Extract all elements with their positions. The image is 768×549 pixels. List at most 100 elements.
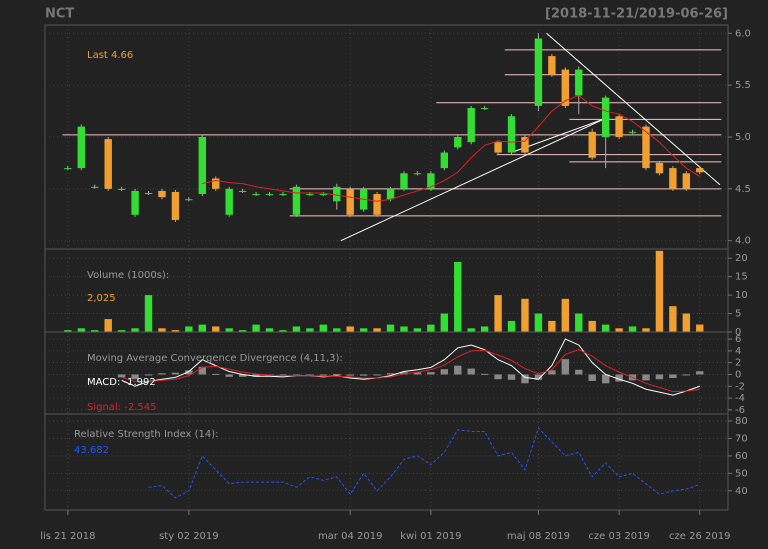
volume-bar [588,320,596,332]
candle-body [534,38,543,106]
panel [44,413,729,511]
rsi-label: Relative Strength Index (14): [74,429,219,440]
x-tick-label: maj 08 2019 [507,531,570,542]
volume-bar [77,328,85,332]
candle-body [158,190,166,198]
panel [44,248,729,333]
moving-average [202,94,701,202]
y-tick-label: 4.0 [735,236,751,247]
candle-body [696,168,704,173]
candle-body [588,131,596,158]
trend-line [340,117,606,242]
candle-body [306,194,314,196]
histogram-bar [601,374,610,384]
volume-bar [696,324,704,332]
candle-body [628,131,637,133]
histogram-bar [333,373,341,375]
histogram-bar [696,371,704,375]
volume-last: 2,025 [87,293,116,304]
x-tick-label: lis 21 2018 [40,531,95,542]
y-tick-label: 10 [735,290,748,301]
histogram-bar [548,370,556,375]
volume-bar [642,328,650,332]
x-tick-label: cze 26 2019 [669,531,730,542]
histogram-bar [373,374,381,376]
y-tick-label: 40 [735,486,748,497]
y-tick-label: 4 [735,346,741,357]
y-tick-label: 60 [735,451,748,462]
volume-bar [467,328,475,332]
candle-body [225,188,233,215]
candle-body [373,194,381,215]
series-line [121,349,700,393]
volume-bar [655,250,664,332]
volume-bar [171,330,180,332]
y-tick-label: 0 [735,369,741,380]
volume-bar [131,328,139,332]
candle-body [642,126,650,169]
volume-bar [669,306,677,332]
panel [44,331,729,415]
candle-body [548,56,556,75]
histogram-bar [185,370,193,375]
volume-bar [64,330,72,332]
histogram-bar [158,373,166,375]
x-tick-label: mar 04 2019 [318,531,383,542]
volume-bar [158,328,166,332]
histogram-bar [467,368,475,375]
candle-body [292,186,301,215]
volume-bar [333,328,341,332]
volume-bar [279,330,287,332]
histogram-bar [494,374,502,380]
y-tick-label: 4.5 [735,184,751,195]
y-tick-label: 20 [735,253,748,264]
volume-bar [346,326,354,332]
candle-body [319,194,328,196]
candle-body [91,186,99,188]
histogram-bar [440,369,449,375]
candle-body [669,168,677,189]
volume-bar [548,320,556,332]
histogram-bar [306,374,314,376]
volume-bar [319,324,328,332]
volume-bar [238,330,247,332]
y-tick-label: 70 [735,433,748,444]
histogram-bar [292,374,301,376]
y-tick-label: 5.5 [735,80,751,91]
candle-body [521,137,529,153]
candle-body [212,178,220,189]
volume-bar [225,328,233,332]
candle-body [440,152,449,169]
candle-body [480,107,489,109]
candle-body [615,116,623,137]
date-range: [2018-11-21/2019-06-26] [545,7,728,22]
y-tick-label: 0 [735,327,741,338]
y-tick-label: 80 [735,416,748,427]
histogram-bar [131,374,139,380]
y-tick-label: -2 [735,381,745,392]
histogram-bar [561,359,570,375]
histogram-bar [534,374,543,380]
histogram-bar [669,374,677,379]
candle-body [467,107,475,143]
panel [44,24,729,250]
histogram-bar [225,374,233,377]
volume-bar [628,326,637,332]
x-tick-label: kwi 01 2019 [400,531,461,542]
y-tick-label: 5 [735,309,741,320]
histogram-bar [319,374,328,376]
volume-bar [265,328,274,332]
histogram-bar [279,374,287,376]
volume-bar [575,313,583,332]
y-tick-label: 6.0 [735,28,751,39]
histogram-bar [346,374,354,376]
volume-bar [400,326,408,332]
candle-body [265,194,274,196]
volume-bar [601,324,610,332]
volume-bar [480,326,489,332]
volume-bar [494,295,502,332]
volume-bar [427,324,435,332]
candle-body [561,69,570,106]
volume-bar [212,326,220,332]
trend-line [546,32,721,186]
